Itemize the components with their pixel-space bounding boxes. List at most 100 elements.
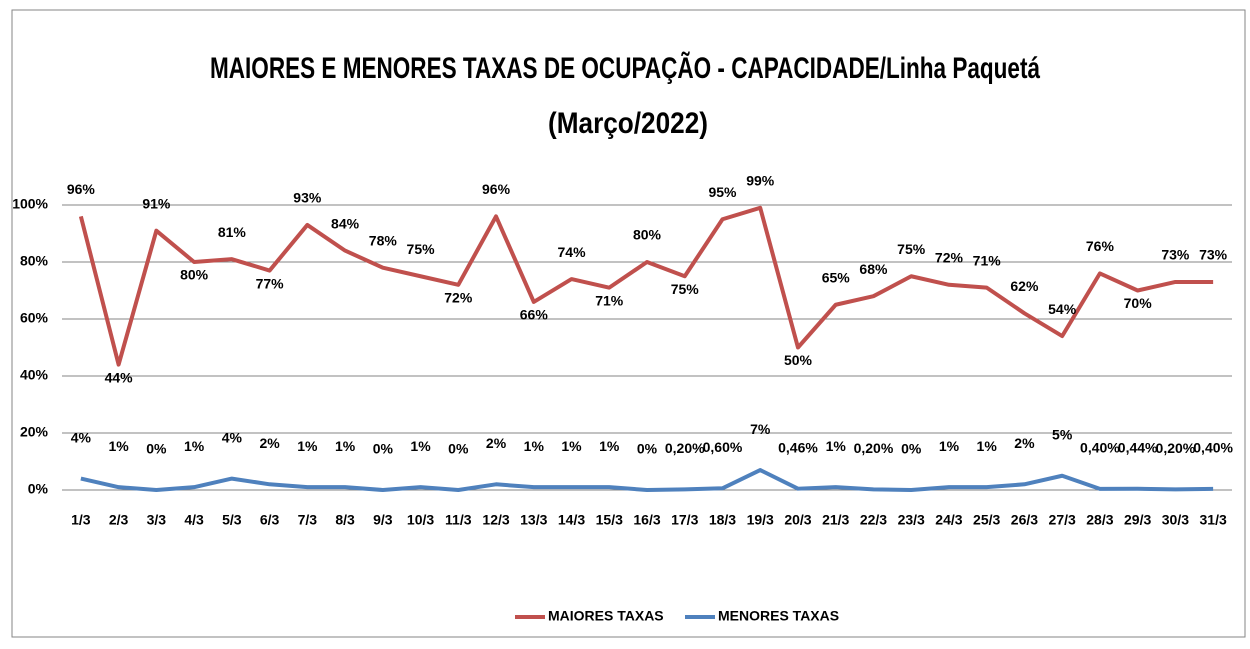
data-label: 0,44% xyxy=(1118,439,1158,455)
x-tick-label: 11/3 xyxy=(445,512,472,528)
data-label: 1% xyxy=(184,438,205,454)
x-tick-label: 17/3 xyxy=(671,512,698,528)
data-label: 2% xyxy=(486,435,507,451)
chart-subtitle: (Março/2022) xyxy=(548,107,708,140)
x-tick-label: 23/3 xyxy=(898,512,925,528)
data-label: 7% xyxy=(750,421,771,437)
series-line xyxy=(78,205,1214,367)
data-label: 1% xyxy=(561,438,582,454)
y-tick-label: 20% xyxy=(20,424,49,440)
data-label: 0% xyxy=(448,441,469,457)
legend-label: MENORES TAXAS xyxy=(718,608,839,624)
data-label: 71% xyxy=(973,252,1002,268)
x-tick-label: 20/3 xyxy=(784,512,811,528)
x-tick-label: 29/3 xyxy=(1124,512,1151,528)
data-label: 84% xyxy=(331,215,360,231)
data-label: 96% xyxy=(67,181,96,197)
x-tick-label: 13/3 xyxy=(520,512,547,528)
data-label: 2% xyxy=(1014,435,1035,451)
data-label: 72% xyxy=(444,290,473,306)
data-label: 1% xyxy=(939,438,960,454)
data-label: 80% xyxy=(633,227,662,243)
data-label: 68% xyxy=(859,261,888,277)
data-label: 75% xyxy=(671,281,700,297)
x-tick-label: 9/3 xyxy=(373,512,393,528)
y-tick-label: 100% xyxy=(12,196,48,212)
x-tick-label: 31/3 xyxy=(1200,512,1227,528)
data-label: 0,20% xyxy=(1156,440,1196,456)
data-label: 0,40% xyxy=(1080,440,1120,456)
x-tick-label: 3/3 xyxy=(147,512,167,528)
data-label: 0,20% xyxy=(665,440,705,456)
data-label: 78% xyxy=(369,232,398,248)
data-label: 0% xyxy=(146,441,167,457)
data-label: 4% xyxy=(71,429,92,445)
x-tick-label: 14/3 xyxy=(558,512,585,528)
x-tick-label: 26/3 xyxy=(1011,512,1038,528)
data-label: 91% xyxy=(142,195,171,211)
data-label: 0,20% xyxy=(854,440,894,456)
data-label: 76% xyxy=(1086,238,1115,254)
data-label: 1% xyxy=(335,438,356,454)
data-label: 0,60% xyxy=(703,439,743,455)
legend-label: MAIORES TAXAS xyxy=(548,608,664,624)
data-label: 62% xyxy=(1010,278,1039,294)
y-tick-label: 40% xyxy=(20,367,49,383)
chart-title: MAIORES E MENORES TAXAS DE OCUPAÇÃO - CA… xyxy=(210,51,1040,85)
data-label: 0,40% xyxy=(1193,440,1233,456)
data-label: 80% xyxy=(180,267,209,283)
x-tick-label: 5/3 xyxy=(222,512,242,528)
x-tick-label: 6/3 xyxy=(260,512,280,528)
data-label: 54% xyxy=(1048,301,1077,317)
data-label: 0% xyxy=(901,441,922,457)
data-label: 73% xyxy=(1199,247,1228,263)
x-tick-label: 12/3 xyxy=(482,512,509,528)
data-label: 44% xyxy=(105,369,134,385)
x-tick-label: 22/3 xyxy=(860,512,887,528)
x-tick-label: 7/3 xyxy=(298,512,318,528)
x-tick-label: 16/3 xyxy=(633,512,660,528)
data-label: 93% xyxy=(293,190,322,206)
data-label: 2% xyxy=(259,435,280,451)
data-label: 66% xyxy=(520,307,549,323)
x-tick-label: 10/3 xyxy=(407,512,434,528)
data-label: 1% xyxy=(599,438,620,454)
data-label: 99% xyxy=(746,173,775,189)
x-tick-label: 28/3 xyxy=(1086,512,1113,528)
x-tick-label: 30/3 xyxy=(1162,512,1189,528)
data-label: 1% xyxy=(108,438,129,454)
x-tick-label: 2/3 xyxy=(109,512,129,528)
data-label: 4% xyxy=(222,429,243,445)
x-tick-label: 21/3 xyxy=(822,512,849,528)
data-label: 50% xyxy=(784,352,813,368)
data-label: 95% xyxy=(708,184,737,200)
data-label: 72% xyxy=(935,250,964,266)
x-tick-label: 1/3 xyxy=(71,512,91,528)
data-label: 0,46% xyxy=(778,439,818,455)
x-tick-label: 19/3 xyxy=(747,512,774,528)
data-label: 0% xyxy=(373,441,394,457)
data-label: 96% xyxy=(482,181,511,197)
data-label: 1% xyxy=(524,438,545,454)
x-tick-label: 18/3 xyxy=(709,512,736,528)
x-tick-label: 4/3 xyxy=(184,512,204,528)
series-line xyxy=(80,468,1214,492)
data-label: 75% xyxy=(407,241,436,257)
data-label: 5% xyxy=(1052,426,1073,442)
data-label: 0% xyxy=(637,441,658,457)
data-label: 74% xyxy=(558,244,587,260)
x-tick-label: 27/3 xyxy=(1049,512,1076,528)
data-label: 81% xyxy=(218,224,247,240)
y-tick-label: 60% xyxy=(20,310,49,326)
x-tick-label: 15/3 xyxy=(596,512,623,528)
x-tick-label: 25/3 xyxy=(973,512,1000,528)
data-label: 70% xyxy=(1124,295,1153,311)
chart-frame xyxy=(11,9,1246,638)
data-label: 1% xyxy=(977,438,998,454)
data-label: 1% xyxy=(297,438,318,454)
data-label: 1% xyxy=(826,438,847,454)
data-label: 1% xyxy=(410,438,431,454)
x-tick-label: 24/3 xyxy=(935,512,962,528)
data-label: 73% xyxy=(1161,247,1190,263)
data-label: 71% xyxy=(595,292,624,308)
